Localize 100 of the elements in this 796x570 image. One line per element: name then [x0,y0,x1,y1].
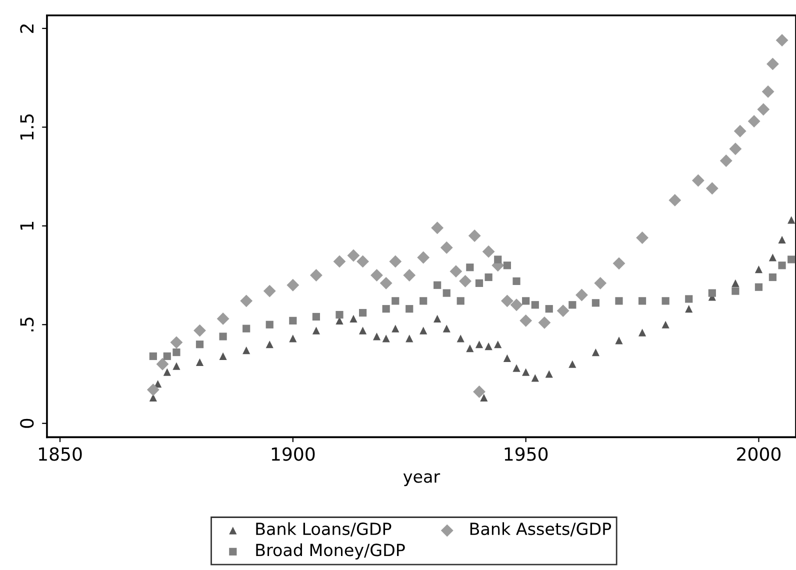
point [522,297,530,305]
point [263,284,276,298]
point [146,384,160,396]
point [380,276,392,290]
point [310,269,322,282]
point [392,324,400,332]
point [692,174,704,187]
point [522,368,530,376]
point [417,251,430,264]
point [668,194,682,206]
point [685,305,693,313]
point [484,342,492,350]
y-tick-label: 2 [20,24,34,33]
point [358,326,367,334]
point [468,230,481,242]
legend-label: Broad Money/GDP [256,543,405,560]
point [754,283,763,291]
point [266,340,274,348]
point [531,374,539,382]
point [403,269,416,282]
point [512,364,520,372]
point [156,358,169,370]
point [708,289,716,297]
point [734,124,746,138]
point [194,324,206,337]
point [638,297,646,305]
point [568,301,576,309]
point [450,265,462,278]
point [289,316,297,324]
point [612,257,626,270]
point [531,301,539,309]
point [568,360,576,368]
point [242,346,250,354]
point [762,85,774,98]
point [440,241,453,254]
point [196,340,204,348]
point [466,344,474,352]
point [219,352,227,360]
point [149,352,157,360]
y-tick-label: 1.5 [20,114,34,140]
point [638,328,646,336]
point [512,277,520,285]
point [406,334,414,342]
point [333,255,346,268]
point [592,348,600,356]
point [336,310,344,319]
point [594,276,607,290]
point [289,334,297,342]
point [494,340,502,348]
point [312,326,320,334]
point [456,297,464,305]
point [459,274,472,288]
x-tick-label: 1900 [272,447,315,461]
point [503,354,511,362]
point [576,288,588,302]
point [757,103,770,116]
point [484,273,492,282]
point [510,298,523,312]
point [420,297,428,305]
y-tick-label: .5 [20,318,34,332]
point [475,279,484,287]
point [788,256,796,264]
point [466,264,474,272]
point [480,394,488,402]
point [434,281,442,289]
x-axis-title: year [403,473,440,486]
point [350,314,358,323]
point [748,115,760,128]
point [706,182,718,195]
point [473,386,486,398]
point [196,358,204,366]
point [732,279,740,287]
point [615,297,623,305]
point [372,332,381,340]
point [494,256,502,264]
point [442,289,450,297]
point [503,262,511,270]
x-tick-label: 1850 [39,447,82,461]
point [392,297,400,305]
point [720,154,732,167]
point [729,142,742,156]
point [662,320,670,328]
point [592,299,600,307]
point [520,314,532,327]
point [266,320,274,328]
point [163,352,171,360]
point [312,312,320,321]
point [163,368,171,376]
point [538,316,551,329]
x-tick-label: 2000 [737,447,781,461]
point [615,336,623,344]
legend-label: Bank Assets/GDP [470,522,612,536]
point [768,273,777,282]
point [456,334,464,342]
point [216,312,230,325]
point [732,287,740,295]
point [382,305,390,313]
point [172,348,180,356]
point [389,255,402,268]
point [358,308,367,317]
